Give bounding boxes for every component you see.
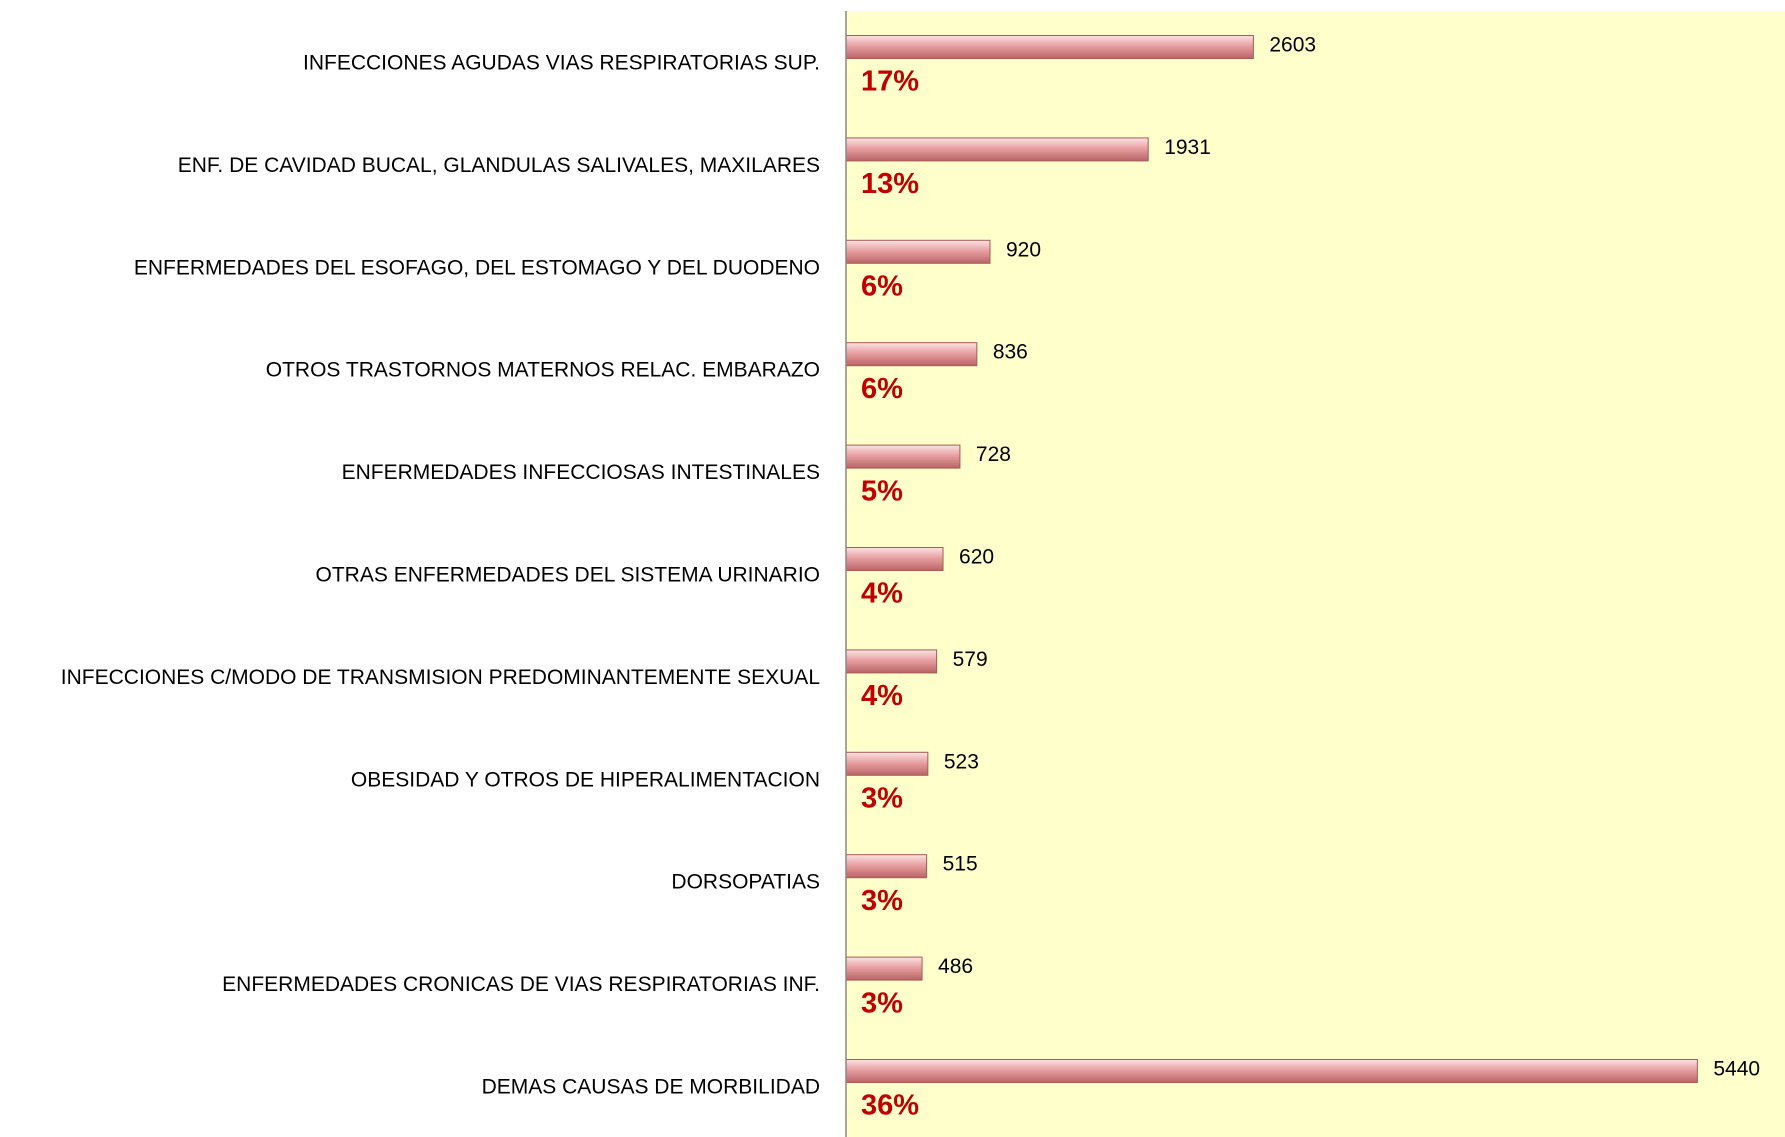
percent-label: 4% [861, 680, 903, 712]
value-label: 2603 [1269, 34, 1316, 57]
value-label: 620 [959, 546, 994, 569]
value-label: 728 [976, 443, 1011, 466]
bar [845, 35, 1254, 59]
category-label: DEMAS CAUSAS DE MORBILIDAD [482, 1076, 820, 1099]
category-label: INFECCIONES AGUDAS VIAS RESPIRATORIAS SU… [303, 52, 820, 75]
percent-label: 6% [861, 270, 903, 302]
category-label: ENFERMEDADES CRONICAS DE VIAS RESPIRATOR… [222, 973, 820, 996]
bar [845, 1059, 1698, 1083]
bar [845, 239, 991, 264]
category-label: ENFERMEDADES DEL ESOFAGO, DEL ESTOMAGO Y… [134, 256, 820, 279]
percent-label: 17% [861, 66, 919, 98]
value-label: 486 [938, 955, 973, 978]
value-label: 920 [1006, 238, 1041, 261]
bar [845, 444, 961, 469]
bar [845, 649, 938, 674]
bar [845, 956, 923, 981]
value-label: 836 [993, 341, 1028, 364]
category-label: OBESIDAD Y OTROS DE HIPERALIMENTACION [351, 768, 820, 791]
percent-label: 4% [861, 578, 903, 610]
value-label: 5440 [1713, 1058, 1760, 1081]
percent-label: 6% [861, 373, 903, 405]
plot-area [846, 11, 1785, 1137]
value-label: 515 [943, 853, 978, 876]
category-label: OTROS TRASTORNOS MATERNOS RELAC. EMBARAZ… [266, 359, 820, 382]
category-label: OTRAS ENFERMEDADES DEL SISTEMA URINARIO [316, 564, 820, 587]
percent-label: 3% [861, 987, 903, 1019]
percent-label: 3% [861, 782, 903, 814]
value-label: 1931 [1164, 136, 1211, 159]
category-label: INFECCIONES C/MODO DE TRANSMISION PREDOM… [61, 666, 820, 689]
percent-label: 13% [861, 168, 919, 200]
percent-label: 3% [861, 885, 903, 917]
bar [845, 751, 929, 776]
bar [845, 854, 928, 879]
bar [845, 342, 978, 367]
percent-label: 5% [861, 475, 903, 507]
value-label: 523 [944, 750, 979, 773]
category-label: ENF. DE CAVIDAD BUCAL, GLANDULAS SALIVAL… [178, 154, 820, 177]
bar [845, 547, 944, 571]
category-label: DORSOPATIAS [671, 871, 820, 894]
percent-label: 36% [861, 1090, 919, 1122]
value-label: 579 [953, 648, 988, 671]
bar [845, 137, 1149, 162]
category-label: ENFERMEDADES INFECCIOSAS INTESTINALES [342, 461, 820, 484]
